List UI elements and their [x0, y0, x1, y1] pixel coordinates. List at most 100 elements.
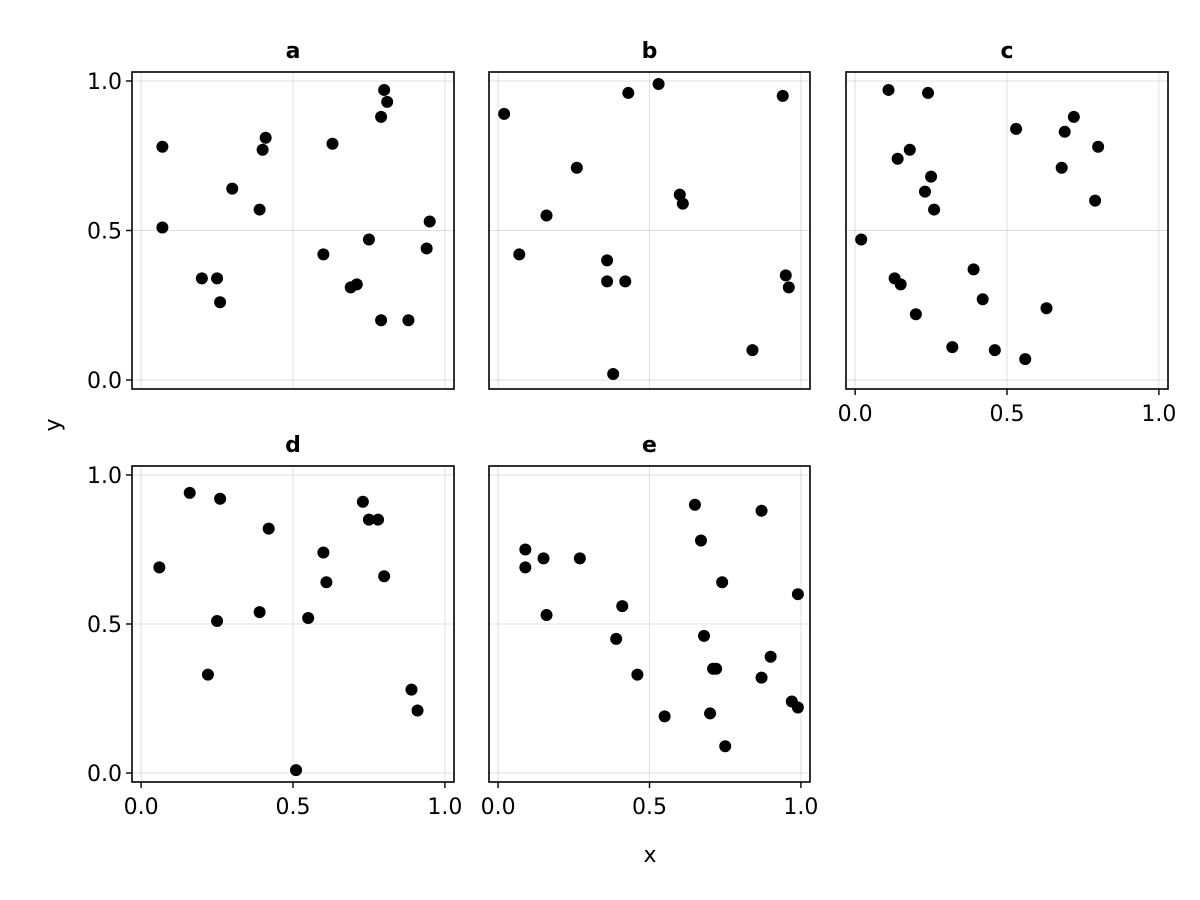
data-point-d-0 — [153, 561, 166, 574]
data-point-e-4 — [573, 552, 586, 565]
data-point-c-3 — [891, 152, 904, 165]
x-tick-label-d-2: 1.0 — [427, 795, 462, 820]
data-point-c-18 — [1055, 161, 1068, 174]
data-point-e-2 — [537, 552, 550, 565]
data-point-d-7 — [290, 764, 303, 777]
data-point-d-1 — [183, 486, 196, 499]
data-point-d-6 — [262, 522, 275, 535]
data-point-e-5 — [610, 632, 623, 645]
y-tick-label-a-2: 1.0 — [87, 70, 122, 95]
data-point-c-15 — [1010, 122, 1023, 135]
data-point-b-15 — [782, 281, 795, 294]
panel-title-d: d — [285, 433, 301, 458]
data-point-c-4 — [894, 278, 907, 291]
data-point-e-11 — [698, 629, 711, 642]
data-point-d-11 — [356, 495, 369, 508]
data-point-c-5 — [903, 143, 916, 156]
data-point-d-9 — [317, 546, 330, 559]
data-point-a-3 — [211, 272, 224, 285]
x-tick-label-e-0: 0.0 — [481, 795, 516, 820]
data-point-a-2 — [195, 272, 208, 285]
data-point-a-4 — [214, 296, 227, 309]
data-point-d-2 — [201, 668, 214, 681]
data-point-b-1 — [513, 248, 526, 261]
data-point-e-18 — [755, 504, 768, 517]
data-point-b-14 — [779, 269, 792, 282]
data-point-c-17 — [1040, 302, 1053, 315]
y-tick-label-d-1: 0.5 — [87, 613, 122, 638]
data-point-c-10 — [928, 203, 941, 216]
data-point-c-6 — [909, 308, 922, 321]
data-point-a-20 — [423, 215, 436, 228]
panel-title-b: b — [642, 39, 658, 64]
data-point-c-12 — [967, 263, 980, 276]
data-point-b-2 — [540, 209, 553, 222]
data-point-c-0 — [855, 233, 868, 246]
data-point-b-0 — [498, 107, 511, 120]
data-point-d-10 — [320, 576, 333, 589]
x-tick-label-e-1: 0.5 — [632, 795, 667, 820]
y-tick-label-a-0: 0.0 — [87, 369, 122, 394]
panel-title-a: a — [286, 39, 301, 64]
data-point-a-13 — [362, 233, 375, 246]
panel-title-e: e — [642, 433, 657, 458]
data-point-a-1 — [156, 221, 169, 234]
x-axis-label: x — [643, 843, 656, 868]
panels-layer: a 0.0 0.5 1.0 b c 0.0 0.5 1.0 d 0.0 0.5 1.0 0.0 0.5 1.0… — [87, 39, 1176, 820]
data-point-a-16 — [378, 83, 391, 96]
data-point-a-7 — [256, 143, 269, 156]
x-tick-label-e-2: 1.0 — [783, 795, 818, 820]
x-tick-label-c-2: 1.0 — [1141, 402, 1176, 427]
data-point-d-3 — [211, 615, 224, 628]
y-tick-label-a-1: 0.5 — [87, 220, 122, 245]
data-point-b-13 — [776, 89, 789, 102]
data-point-a-5 — [226, 182, 239, 195]
data-point-c-11 — [946, 341, 959, 354]
data-point-d-15 — [405, 683, 418, 696]
y-axis-label: y — [41, 418, 66, 431]
data-point-e-22 — [791, 701, 804, 714]
data-point-e-3 — [540, 609, 553, 622]
data-point-a-12 — [350, 278, 363, 291]
x-tick-label-d-1: 0.5 — [276, 795, 311, 820]
y-tick-label-d-0: 0.0 — [87, 762, 122, 787]
data-point-b-11 — [676, 197, 689, 210]
data-point-e-8 — [658, 710, 671, 723]
data-point-b-4 — [601, 254, 614, 267]
data-point-c-19 — [1058, 125, 1071, 138]
data-point-e-19 — [764, 650, 777, 663]
panel-c: c 0.0 0.5 1.0 — [838, 39, 1177, 427]
data-point-d-4 — [214, 492, 227, 505]
data-point-a-8 — [259, 131, 272, 144]
data-point-e-9 — [688, 498, 701, 511]
data-point-c-1 — [882, 83, 895, 96]
data-point-b-12 — [746, 344, 759, 357]
data-point-d-16 — [411, 704, 424, 717]
panel-frame-b — [488, 71, 811, 390]
data-point-e-12 — [704, 707, 717, 720]
data-point-a-0 — [156, 140, 169, 153]
data-point-a-14 — [375, 314, 388, 327]
data-point-b-3 — [570, 161, 583, 174]
data-point-a-17 — [381, 95, 394, 108]
data-point-b-6 — [607, 368, 620, 381]
data-point-c-22 — [1092, 140, 1105, 153]
panel-b: b — [488, 39, 811, 390]
data-point-b-7 — [619, 275, 632, 288]
x-tick-label-c-0: 0.0 — [838, 402, 873, 427]
data-point-e-0 — [519, 561, 532, 574]
data-point-c-20 — [1067, 110, 1080, 123]
panel-d: d 0.0 0.5 1.0 0.0 0.5 1.0 — [87, 433, 462, 820]
data-point-e-10 — [694, 534, 707, 547]
data-point-c-16 — [1019, 353, 1032, 366]
x-tick-label-d-0: 0.0 — [124, 795, 159, 820]
data-point-b-5 — [601, 275, 614, 288]
data-point-c-13 — [976, 293, 989, 306]
data-point-e-6 — [616, 600, 629, 613]
data-point-e-16 — [719, 740, 732, 753]
data-point-b-9 — [652, 77, 665, 90]
data-point-e-7 — [631, 668, 644, 681]
data-point-d-5 — [253, 606, 266, 619]
data-point-e-21 — [791, 588, 804, 601]
